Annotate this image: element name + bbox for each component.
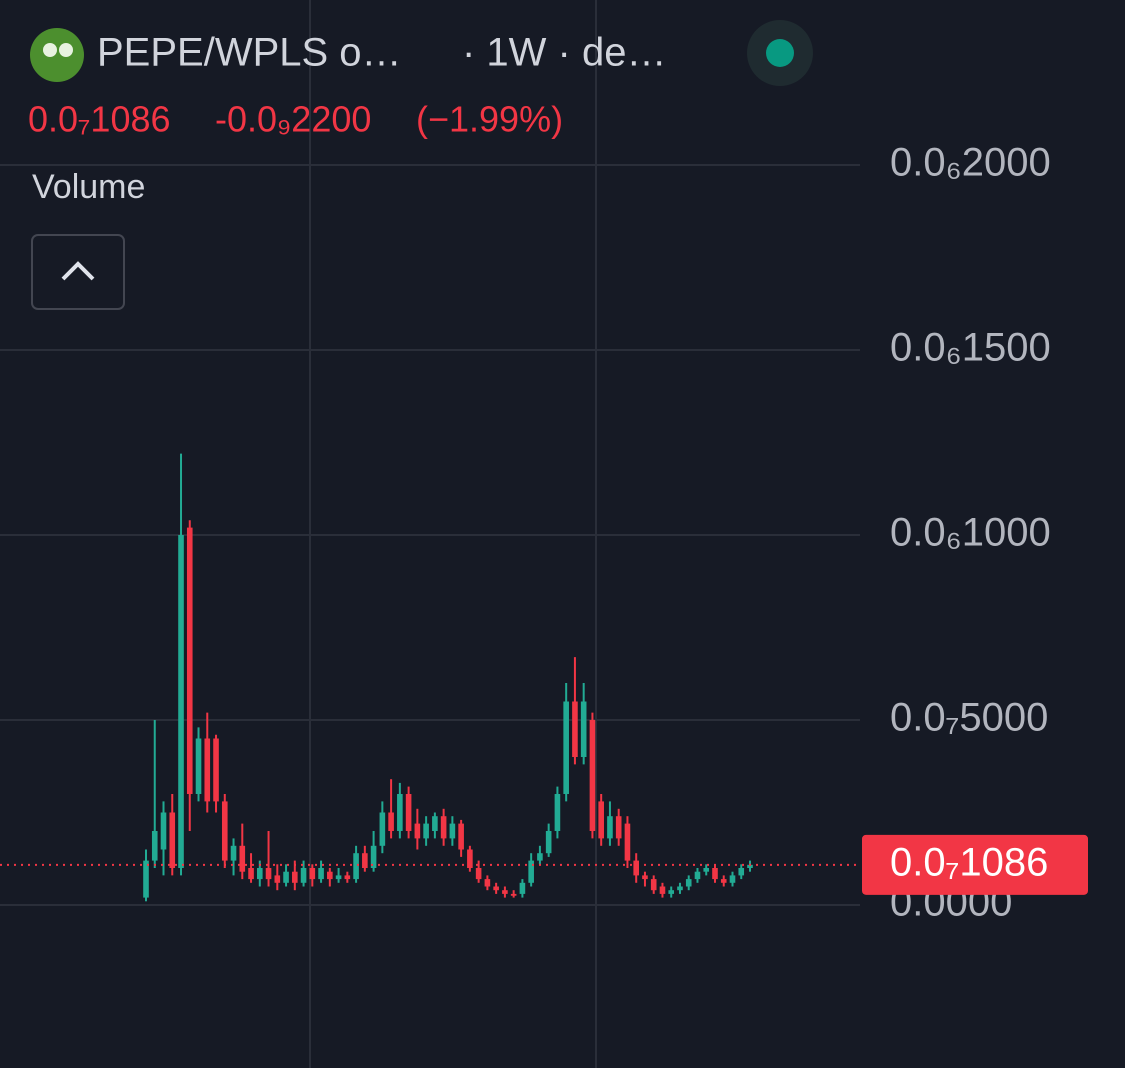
candle-body	[458, 823, 464, 850]
candle-body	[318, 868, 324, 880]
candle-body	[239, 845, 246, 872]
candle-body	[598, 801, 604, 839]
candle-body	[720, 879, 727, 883]
candle-body	[685, 879, 692, 887]
candle-body	[178, 535, 184, 868]
interval[interactable]: · 1W · de…	[462, 31, 666, 75]
candle-body	[440, 816, 447, 839]
candle-body	[309, 868, 316, 880]
symbol-icon-eye	[59, 43, 73, 57]
y-tick-label: 0.0₆1000	[890, 511, 1051, 555]
candle-body	[204, 738, 211, 802]
candle-body	[493, 886, 499, 891]
candle-body	[186, 527, 193, 794]
candle-body	[265, 868, 272, 880]
candle-body	[528, 860, 534, 883]
candle-body	[572, 701, 578, 757]
candle-body	[344, 875, 351, 880]
candle-body	[580, 701, 587, 757]
candle-body	[510, 893, 517, 896]
candle-body	[563, 701, 569, 794]
candle-body	[484, 879, 491, 887]
grid	[0, 0, 860, 1068]
symbol-icon	[30, 28, 84, 82]
candle-body	[248, 868, 254, 880]
candle-body	[633, 860, 640, 876]
candle-body	[642, 875, 648, 880]
candle-body	[432, 816, 438, 831]
candle-body	[256, 868, 263, 880]
candle-body	[624, 823, 631, 861]
symbol-title[interactable]: PEPE/WPLS o…	[97, 31, 402, 75]
candle-body	[327, 871, 333, 880]
status-dot	[766, 39, 794, 67]
candle-body	[414, 823, 421, 839]
y-tick-label: 0.0₆2000	[890, 141, 1051, 185]
candle-body	[300, 868, 307, 883]
candle-body	[370, 845, 377, 868]
candle-body	[747, 864, 753, 868]
y-tick-label: 0.0₆1500	[890, 326, 1051, 370]
last-price-tag	[862, 834, 1088, 895]
candle-body	[738, 868, 745, 876]
candle-body	[221, 801, 228, 861]
legend-change-pct: (−1.99%)	[416, 99, 563, 140]
candles	[143, 453, 753, 902]
candle-body	[353, 853, 359, 880]
study-name: Volume	[32, 168, 145, 206]
candle-body	[537, 853, 543, 861]
candle-body	[677, 886, 683, 891]
last-price-label: 0.0₇1086	[890, 840, 1048, 884]
candle-body	[335, 875, 342, 880]
candle-body	[283, 871, 289, 883]
candle-body	[397, 794, 403, 831]
candle-body	[650, 879, 657, 891]
candle-body	[729, 875, 736, 883]
candle-body	[195, 738, 202, 794]
collapse-button[interactable]	[31, 234, 125, 310]
candle-body	[423, 823, 429, 839]
candle-body	[292, 871, 298, 883]
candle-body	[230, 845, 237, 861]
legend-change: -0.0₉2200	[215, 99, 371, 140]
legend-last: 0.0₇1086	[28, 99, 171, 140]
candle-body	[615, 816, 622, 839]
candle-body	[388, 812, 394, 831]
candle-body	[362, 853, 368, 868]
chevron-up	[61, 261, 95, 281]
candle-body	[519, 882, 526, 894]
candle-body	[659, 886, 666, 894]
candle-body	[169, 812, 176, 868]
candle-body	[160, 812, 167, 850]
candle-body	[449, 823, 456, 839]
candle-body	[379, 812, 386, 846]
candle-body	[668, 890, 675, 894]
candle-body	[467, 849, 473, 868]
candle-body	[143, 860, 149, 898]
y-tick-label: 0.0₇5000	[890, 696, 1048, 740]
candle-body	[589, 720, 596, 831]
candle-body	[703, 868, 710, 872]
candle-body	[607, 816, 613, 839]
candle-body	[502, 890, 508, 894]
candle-body	[213, 738, 219, 802]
symbol-icon-eye	[43, 43, 57, 57]
candle-body	[694, 871, 701, 880]
candle-body	[274, 875, 281, 883]
candle-body	[712, 868, 718, 880]
overlay: 0.00000.0₇50000.0₆10000.0₆15000.0₆20000.…	[0, 141, 1088, 925]
candle-body	[151, 831, 158, 861]
candle-body	[554, 794, 561, 831]
candle-body	[405, 794, 412, 831]
candle-body	[545, 831, 552, 854]
candle-body	[475, 868, 482, 880]
